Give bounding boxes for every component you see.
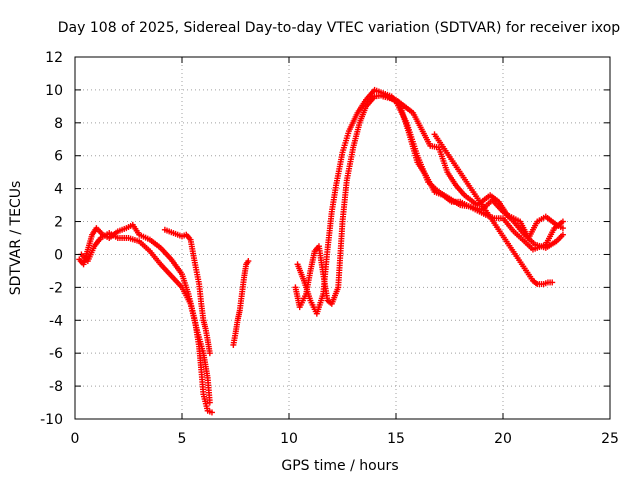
data-point: [208, 409, 215, 416]
marks-layer: [76, 86, 566, 416]
y-tick-label: 12: [45, 50, 63, 66]
y-tick-label: 0: [54, 247, 63, 263]
x-tick-label: 25: [601, 431, 619, 447]
x-tick-label: 10: [280, 431, 298, 447]
labels-layer: 0 5 10 15 20 25 -10 -8 -6 -4 -2 0 2 4 6 8 10 12: [40, 50, 619, 447]
y-tick-label: -6: [49, 346, 63, 362]
x-tick-label: 15: [387, 431, 405, 447]
y-tick-label: 2: [54, 215, 63, 231]
y-tick-label: 4: [54, 182, 63, 198]
y-tick-label: 10: [45, 83, 63, 99]
data-point: [559, 231, 566, 238]
y-tick-label: -4: [49, 313, 63, 329]
data-point: [549, 279, 556, 286]
data-point: [206, 350, 213, 357]
data-point: [559, 218, 566, 225]
ticks-layer: [74, 56, 611, 420]
y-tick-label: -2: [49, 280, 63, 296]
x-tick-label: 20: [494, 431, 512, 447]
data-point: [245, 258, 252, 265]
data-point: [206, 399, 213, 406]
y-tick-label: -8: [49, 379, 63, 395]
y-tick-label: -10: [40, 412, 63, 428]
x-tick-label: 0: [71, 431, 80, 447]
x-axis-label: GPS time / hours: [281, 458, 398, 474]
chart-title: Day 108 of 2025, Sidereal Day-to-day VTE…: [58, 20, 621, 36]
y-tick-label: 6: [54, 149, 63, 165]
y-tick-label: 8: [54, 116, 63, 132]
x-tick-label: 5: [178, 431, 187, 447]
plot-frame: [74, 56, 611, 420]
y-axis-label: SDTVAR / TECUs: [8, 181, 24, 296]
data-point: [559, 225, 566, 232]
